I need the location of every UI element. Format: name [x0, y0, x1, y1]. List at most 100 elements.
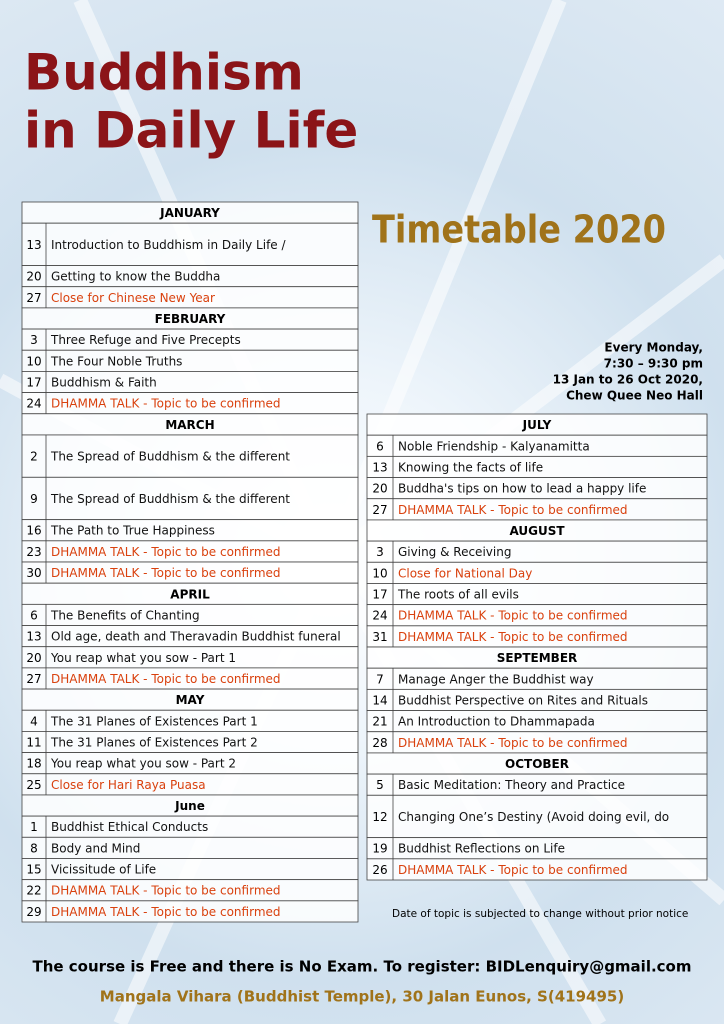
day: 27 — [26, 672, 41, 686]
day: 26 — [372, 863, 387, 877]
row-cell — [21, 434, 359, 478]
day: 19 — [372, 842, 387, 856]
note: Date of topic is subjected to change wit… — [392, 908, 688, 920]
day: 8 — [30, 841, 38, 855]
topic: DHAMMA TALK - Topic to be confirmed — [51, 545, 281, 559]
day: 23 — [26, 545, 41, 559]
row-cell — [21, 900, 359, 923]
topic: DHAMMA TALK - Topic to be confirmed — [51, 905, 281, 919]
topic: An Introduction to Dhammapada — [398, 715, 595, 729]
topic: Buddhist Ethical Conducts — [51, 820, 208, 834]
subtitle: Timetable 2020 — [372, 208, 666, 252]
topic: You reap what you sow - Part 2 — [50, 757, 236, 771]
topic: Three Refuge and Five Precepts — [50, 333, 241, 347]
topic: You reap what you sow - Part 1 — [50, 651, 236, 665]
topic: Body and Mind — [51, 841, 140, 855]
schedule-info: Chew Quee Neo Hall — [566, 389, 703, 403]
topic: The Benefits of Chanting — [50, 608, 200, 622]
day: 13 — [372, 460, 387, 474]
month-header: FEBRUARY — [155, 312, 226, 326]
day: 9 — [30, 492, 38, 506]
topic: The Four Noble Truths — [50, 354, 182, 368]
day: 3 — [30, 333, 38, 347]
day: 15 — [26, 863, 41, 877]
month-header: OCTOBER — [505, 757, 569, 771]
topic: DHAMMA TALK - Topic to be confirmed — [398, 503, 628, 517]
row-cell — [21, 476, 359, 521]
day: 22 — [26, 884, 41, 898]
day: 30 — [26, 566, 41, 580]
topic: Basic Meditation: Theory and Practice — [398, 778, 625, 792]
day: 18 — [26, 757, 41, 771]
day: 24 — [26, 397, 41, 411]
topic: DHAMMA TALK - Topic to be confirmed — [398, 609, 628, 623]
topic: DHAMMA TALK - Topic to be confirmed — [51, 397, 281, 411]
day: 20 — [26, 270, 41, 284]
title: in Daily Life — [24, 102, 358, 160]
topic: Buddha's tips on how to lead a happy lif… — [398, 482, 646, 496]
topic: The 31 Planes of Existences Part 2 — [50, 736, 258, 750]
schedule-info: Every Monday, — [604, 341, 703, 355]
month-header: APRIL — [170, 587, 210, 601]
day: 24 — [372, 609, 387, 623]
topic: DHAMMA TALK - Topic to be confirmed — [398, 736, 628, 750]
day: 27 — [372, 503, 387, 517]
day: 13 — [26, 630, 41, 644]
topic: DHAMMA TALK - Topic to be confirmed — [398, 630, 628, 644]
topic: Old age, death and Theravadin Buddhist f… — [51, 630, 341, 644]
topic: DHAMMA TALK - Topic to be confirmed — [51, 566, 281, 580]
topic: Manage Anger the Buddhist way — [398, 672, 594, 686]
day: 2 — [30, 450, 38, 464]
day: 20 — [26, 651, 41, 665]
day: 14 — [372, 693, 387, 707]
day: 7 — [376, 672, 384, 686]
topic: Introduction to Buddhism in Daily Life / — [51, 238, 286, 252]
topic: Vicissitude of Life — [51, 863, 156, 877]
topic: Knowing the facts of life — [398, 460, 543, 474]
topic: Noble Friendship - Kalyanamitta — [398, 439, 590, 453]
day: 28 — [372, 736, 387, 750]
day: 12 — [372, 810, 387, 824]
topic: The Spread of Buddhism & the different — [50, 450, 290, 464]
day: 27 — [26, 291, 41, 305]
month-header: SEPTEMBER — [497, 651, 578, 665]
day: 13 — [26, 238, 41, 252]
day: 10 — [26, 354, 41, 368]
day: 10 — [372, 566, 387, 580]
topic: DHAMMA TALK - Topic to be confirmed — [398, 863, 628, 877]
topic: Getting to know the Buddha — [51, 270, 220, 284]
month-header: MAY — [176, 693, 205, 707]
month-header: JULY — [522, 418, 552, 432]
month-header: June — [174, 799, 205, 813]
month-header: MARCH — [165, 418, 214, 432]
day: 6 — [30, 608, 38, 622]
day: 25 — [26, 778, 41, 792]
day: 29 — [26, 905, 41, 919]
day: 6 — [376, 439, 384, 453]
day: 11 — [26, 736, 41, 750]
topic: DHAMMA TALK - Topic to be confirmed — [51, 672, 281, 686]
day: 17 — [26, 376, 41, 390]
title: Buddhism — [24, 44, 304, 102]
schedule-info: 13 Jan to 26 Oct 2020, — [553, 373, 703, 387]
day: 5 — [376, 778, 384, 792]
topic: Close for Chinese New Year — [51, 291, 215, 305]
topic: Changing One’s Destiny (Avoid doing evil… — [398, 810, 669, 824]
day: 20 — [372, 482, 387, 496]
topic: Close for National Day — [398, 566, 532, 580]
topic: Buddhist Reflections on Life — [398, 842, 565, 856]
row-cell — [366, 858, 708, 881]
day: 31 — [372, 630, 387, 644]
day: 21 — [372, 715, 387, 729]
month-header: AUGUST — [509, 524, 565, 538]
row-cell — [21, 222, 359, 266]
footer: The course is Free and there is No Exam.… — [32, 958, 691, 976]
schedule-info: 7:30 – 9:30 pm — [604, 357, 703, 371]
row-cell — [366, 794, 708, 839]
day: 16 — [26, 524, 41, 538]
day: 4 — [30, 714, 38, 728]
day: 1 — [30, 820, 38, 834]
topic: The Path to True Happiness — [50, 524, 215, 538]
